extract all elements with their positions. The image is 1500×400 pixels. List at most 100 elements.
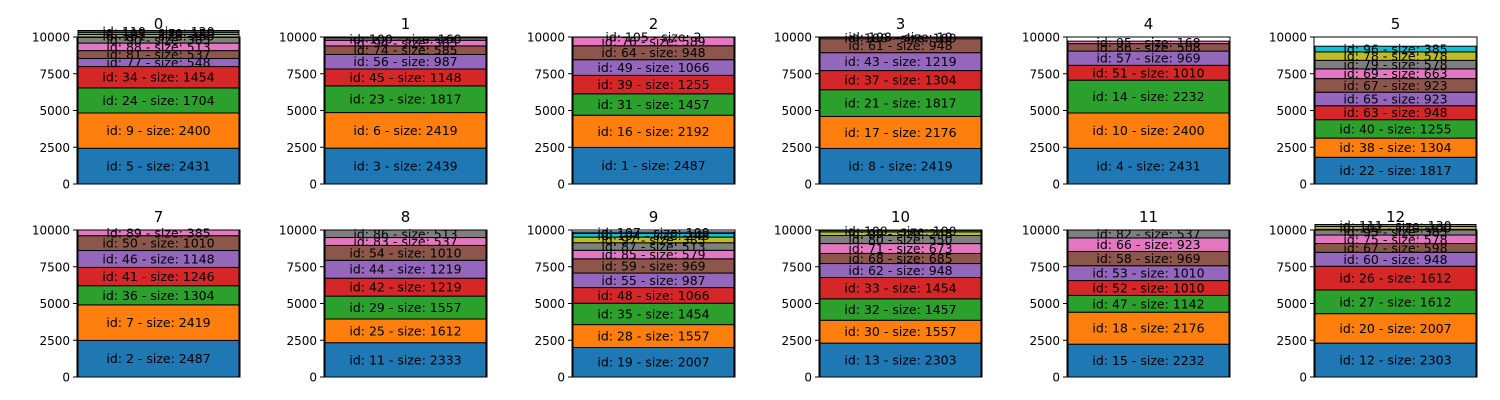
- segment-label: id: 83 - size: 537: [353, 234, 457, 249]
- subplot-11: id: 15 - size: 2232 id: 18 - size: 2176 id…: [1022, 208, 1231, 385]
- y-tick-label: 2500: [39, 334, 70, 348]
- y-tick-label: 5000: [781, 104, 812, 118]
- y-tick-label: 2500: [286, 141, 317, 155]
- segment-label: id: 40 - size: 1255: [1339, 121, 1451, 136]
- bar-stack: [1314, 45, 1477, 185]
- y-tick-label: 10000: [527, 31, 565, 45]
- segment-label: id: 62 - size: 948: [848, 263, 952, 278]
- subplot-2: id: 1 - size: 2487 id: 16 - size: 2192 id:…: [527, 15, 736, 192]
- subplot-title: 4: [1144, 15, 1154, 33]
- segment-label: id: 24 - size: 1704: [102, 93, 214, 108]
- subplot-title: 1: [401, 15, 411, 33]
- y-tick-label: 5000: [534, 104, 565, 118]
- segment-label: id: 34 - size: 1454: [102, 70, 214, 85]
- segment-label: id: 100 - size: 160: [349, 32, 461, 47]
- bar-segment: [572, 346, 735, 378]
- y-tick-label: 10000: [774, 31, 812, 45]
- segment-label: id: 18 - size: 2176: [1092, 321, 1204, 336]
- bar-segment: [819, 115, 982, 149]
- y-tick-label: 2500: [781, 334, 812, 348]
- segment-label: id: 36 - size: 1304: [102, 288, 214, 303]
- y-tick-label: 10000: [32, 224, 70, 238]
- y-tick-label: 5000: [1029, 104, 1060, 118]
- y-tick-label: 10000: [774, 224, 812, 238]
- y-tick-label: 0: [804, 371, 812, 385]
- bar-segment: [819, 342, 982, 378]
- segment-label: id: 65 - size: 923: [1343, 91, 1447, 106]
- segment-label: id: 58 - size: 969: [1096, 251, 1200, 266]
- subplot-8: id: 11 - size: 2333 id: 25 - size: 1612 id…: [279, 208, 488, 385]
- segment-label: id: 46 - size: 1148: [102, 251, 214, 266]
- segment-label: id: 23 - size: 1817: [349, 92, 461, 107]
- bar-stack: [572, 231, 735, 378]
- segment-label: id: 79 - size: 578: [1343, 57, 1447, 72]
- segment-label: id: 6 - size: 2419: [353, 123, 457, 138]
- segment-label: id: 21 - size: 1817: [844, 96, 956, 111]
- segment-label: id: 32 - size: 1457: [844, 302, 956, 317]
- segment-label: id: 87 - size: 513: [601, 239, 705, 254]
- bar-segment: [1067, 79, 1230, 114]
- segment-label: id: 110 - size: 120: [102, 24, 214, 39]
- y-tick-label: 2500: [1029, 141, 1060, 155]
- subplot-title: 0: [154, 15, 164, 33]
- segment-label: id: 76 - size: 589: [601, 34, 705, 49]
- bar-segment: [324, 37, 487, 41]
- y-tick-label: 5000: [1276, 297, 1307, 311]
- y-tick-label: 10000: [527, 224, 565, 238]
- bar-segment: [77, 339, 240, 378]
- segment-label: id: 67 - size: 598: [1343, 240, 1447, 255]
- y-tick-label: 10000: [279, 31, 317, 45]
- segment-label: id: 54 - size: 1010: [349, 245, 461, 260]
- segment-label: id: 61 - size: 948: [848, 38, 952, 53]
- bar-segment: [572, 231, 735, 234]
- subplot-10: id: 13 - size: 2303 id: 30 - size: 1557 id…: [774, 208, 983, 385]
- segment-label: id: 5 - size: 2431: [106, 159, 210, 174]
- segment-label: id: 45 - size: 1148: [349, 70, 461, 85]
- subplot-title: 11: [1139, 208, 1158, 226]
- bar-segment: [324, 112, 487, 149]
- y-tick-label: 7500: [781, 260, 812, 274]
- segment-label: id: 57 - size: 969: [1096, 51, 1200, 66]
- y-tick-label: 10000: [1022, 224, 1060, 238]
- y-tick-label: 2500: [1276, 334, 1307, 348]
- bar-segment: [1314, 342, 1477, 378]
- segment-label: id: 96 - size: 385: [1343, 42, 1447, 57]
- bar-stack: [324, 229, 487, 378]
- y-tick-label: 7500: [781, 67, 812, 81]
- segment-label: id: 63 - size: 948: [1343, 105, 1447, 120]
- bar-segment: [77, 30, 240, 33]
- y-tick-label: 5000: [286, 297, 317, 311]
- y-tick-label: 0: [557, 371, 565, 385]
- segment-label: id: 101 - size: 200: [102, 28, 214, 43]
- bar-segment: [1067, 311, 1230, 345]
- y-tick-label: 5000: [286, 104, 317, 118]
- segment-label: id: 41 - size: 1246: [102, 269, 214, 284]
- bar-stack: [77, 229, 240, 378]
- subplot-0: id: 5 - size: 2431 id: 9 - size: 2400 id: …: [32, 15, 241, 192]
- segment-label: id: 29 - size: 1557: [349, 300, 461, 315]
- segment-label: id: 26 - size: 1612: [1339, 271, 1451, 286]
- y-tick-label: 7500: [39, 67, 70, 81]
- y-tick-label: 7500: [286, 260, 317, 274]
- segment-label: id: 77 - size: 548: [106, 55, 210, 70]
- segment-label: id: 39 - size: 1255: [597, 77, 709, 92]
- segment-label: id: 27 - size: 1612: [1339, 294, 1451, 309]
- segment-label: id: 90 - size: 385: [106, 33, 210, 48]
- bar-segment: [1067, 147, 1230, 185]
- segment-label: id: 33 - size: 1454: [844, 281, 956, 296]
- subplot-title: 10: [891, 208, 910, 226]
- bar-segment: [1067, 40, 1230, 45]
- segment-label: id: 19 - size: 2007: [597, 355, 709, 370]
- y-tick-label: 5000: [39, 104, 70, 118]
- bar-segment: [77, 304, 240, 341]
- segment-label: id: 59 - size: 969: [601, 258, 705, 273]
- subplot-3: id: 8 - size: 2419 id: 17 - size: 2176 id:…: [774, 15, 983, 192]
- y-tick-label: 7500: [1276, 260, 1307, 274]
- subplot-5: id: 22 - size: 1817 id: 38 - size: 1304 id…: [1269, 15, 1478, 192]
- segment-label: id: 75 - size: 578: [1343, 232, 1447, 247]
- segment-label: id: 94 - size: 385: [353, 36, 457, 51]
- y-tick-label: 7500: [1276, 67, 1307, 81]
- subplot-title: 9: [649, 208, 659, 226]
- segment-label: id: 43 - size: 1219: [844, 54, 956, 69]
- bar-stack: [819, 36, 982, 185]
